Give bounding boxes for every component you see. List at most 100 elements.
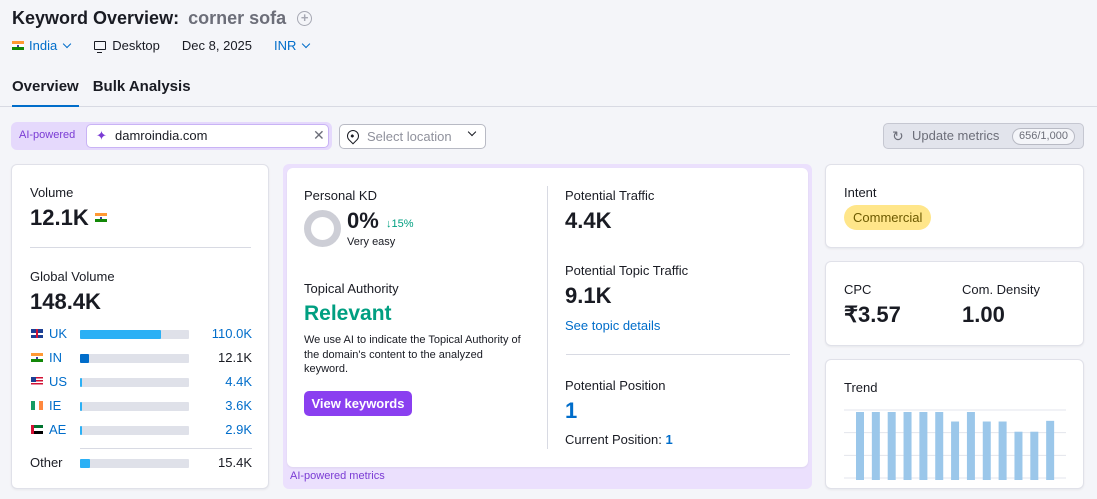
us-flag-icon: [31, 377, 43, 386]
country-row-other: Other 15.4K: [30, 454, 252, 470]
divider: [566, 354, 790, 355]
domain-input[interactable]: damroindia.com: [86, 124, 329, 148]
ai-metrics-footer: AI-powered metrics: [290, 470, 385, 482]
potential-position-value: 1: [565, 398, 578, 423]
trend-bar: [966, 412, 975, 480]
potential-traffic-label: Potential Traffic: [565, 188, 655, 203]
uk-flag-icon: [31, 329, 43, 338]
country-volume[interactable]: 4.4K: [225, 374, 252, 389]
ai-metrics-card: Personal KD 0% ↓15% Very easy Topical Au…: [287, 168, 808, 467]
trend-bar: [1046, 420, 1055, 480]
country-code[interactable]: UK: [49, 326, 68, 341]
trend-bar: [887, 412, 896, 480]
country-code[interactable]: US: [49, 374, 68, 389]
global-volume-label: Global Volume: [30, 269, 115, 284]
cpc-value: ₹3.57: [844, 302, 901, 327]
topical-authority-value: Relevant: [304, 302, 392, 325]
close-icon[interactable]: ✕: [313, 127, 325, 143]
device-label: Desktop: [112, 38, 160, 53]
device-indicator: Desktop: [94, 38, 160, 53]
potential-position-label: Potential Position: [565, 378, 666, 393]
country-volume: 12.1K: [218, 350, 252, 365]
trend-bar: [935, 412, 944, 480]
plus-circle-icon[interactable]: +: [297, 11, 313, 26]
country-code[interactable]: IN: [49, 350, 62, 365]
country-volume[interactable]: 2.9K: [225, 422, 252, 437]
current-position: Current Position: 1: [565, 432, 673, 447]
cpc-label: CPC: [844, 282, 872, 297]
currency-label: INR: [274, 38, 297, 53]
current-position-value[interactable]: 1: [665, 432, 673, 447]
intent-label: Intent: [844, 185, 877, 200]
country-row-us: US 4.4K: [30, 373, 252, 389]
cpc-card: CPC ₹3.57 Com. Density 1.00: [825, 261, 1084, 346]
volume-bar-fill: [80, 330, 161, 339]
chevron-down-icon: [302, 39, 311, 48]
volume-label: Volume: [30, 185, 74, 200]
india-flag-icon: [31, 353, 43, 362]
personal-kd-value: 0%: [347, 208, 379, 233]
trend-bar: [982, 421, 991, 480]
update-metrics-button[interactable]: ↻ Update metrics 656/1,000: [883, 123, 1084, 149]
trend-bar: [998, 421, 1007, 480]
intent-card: Intent Commercial: [825, 164, 1084, 248]
competitive-density-value: 1.00: [962, 302, 1005, 327]
volume-value: 12.1K: [30, 205, 89, 230]
currency-selector[interactable]: INR: [274, 38, 311, 53]
location-select[interactable]: Select location: [339, 124, 486, 149]
tab-bar: Overview Bulk Analysis: [12, 78, 205, 107]
chevron-down-icon: [467, 127, 477, 137]
tab-bulk-analysis[interactable]: Bulk Analysis: [92, 78, 191, 95]
desktop-icon: [94, 41, 107, 53]
ireland-flag-icon: [31, 401, 43, 410]
volume-bar-track: [80, 402, 189, 411]
country-code[interactable]: IE: [49, 398, 62, 413]
topical-authority-description: We use AI to indicate the Topical Author…: [304, 334, 521, 375]
volume-bar-track: [80, 459, 189, 468]
country-volume[interactable]: 3.6K: [225, 398, 252, 413]
personal-kd-label: Personal KD: [304, 188, 377, 203]
country-volume[interactable]: 110.0K: [211, 326, 252, 341]
trend-card: Trend: [825, 359, 1084, 489]
personal-kd-change: ↓15%: [386, 218, 414, 230]
volume-bar-track: [80, 330, 189, 339]
volume-bar-fill: [80, 378, 82, 387]
location-placeholder: Select location: [367, 129, 452, 144]
country-code[interactable]: AE: [49, 422, 67, 437]
topical-authority-label: Topical Authority: [304, 281, 399, 296]
potential-traffic-value: 4.4K: [565, 208, 612, 233]
personal-kd-difficulty: Very easy: [347, 236, 396, 248]
page-header: Keyword Overview: corner sofa + India De…: [0, 0, 1097, 107]
competitive-density-label: Com. Density: [962, 282, 1041, 297]
india-flag-icon: [12, 41, 24, 50]
view-keywords-button[interactable]: View keywords: [304, 391, 412, 416]
volume-bar-track: [80, 378, 189, 387]
trend-bar: [856, 412, 864, 480]
other-label: Other: [30, 455, 63, 470]
other-volume: 15.4K: [218, 455, 252, 470]
location-pin-icon: [344, 127, 362, 145]
india-flag-icon: [94, 213, 107, 222]
current-position-label: Current Position:: [565, 432, 662, 447]
volume-bar-fill: [80, 354, 89, 363]
tab-overview[interactable]: Overview: [12, 78, 79, 107]
volume-bar-fill: [80, 402, 82, 411]
uae-flag-icon: [31, 425, 43, 434]
trend-bar: [919, 412, 928, 480]
country-selector[interactable]: India: [12, 38, 72, 53]
trend-label: Trend: [844, 380, 878, 395]
trend-bar: [951, 421, 960, 480]
refresh-icon: ↻: [892, 128, 904, 144]
see-topic-details-link[interactable]: See topic details: [565, 318, 661, 333]
ai-domain-bar: AI-powered damroindia.com ✦ ✕: [11, 122, 332, 150]
divider: [30, 247, 251, 248]
potential-topic-traffic-label: Potential Topic Traffic: [565, 263, 689, 278]
volume-bar-fill: [80, 459, 90, 468]
country-row-uk: UK 110.0K: [30, 325, 252, 341]
keyword-text: corner sofa: [188, 8, 287, 28]
database-meta: India Desktop Dec 8, 2025 INR: [12, 38, 311, 53]
trend-bar: [1014, 431, 1023, 480]
intent-badge: Commercial: [844, 205, 932, 230]
global-volume-value: 148.4K: [30, 289, 101, 314]
trend-bar: [1030, 431, 1039, 480]
